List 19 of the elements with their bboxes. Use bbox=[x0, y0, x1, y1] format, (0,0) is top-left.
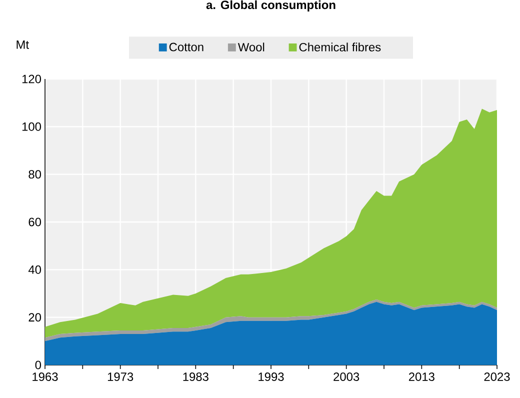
y-tick-label: 120 bbox=[22, 74, 42, 84]
y-axis-title: Mt bbox=[16, 40, 29, 49]
legend-label: Chemical fibres bbox=[299, 42, 381, 52]
y-tick-label: 80 bbox=[28, 170, 42, 179]
y-tick-label: 40 bbox=[28, 265, 42, 274]
x-tick-label: 1973 bbox=[108, 372, 134, 381]
y-tick-label: 20 bbox=[28, 313, 42, 322]
x-tick-label: 1963 bbox=[32, 372, 58, 381]
x-tick-label: 2003 bbox=[334, 372, 360, 381]
legend-label: Wool bbox=[238, 42, 264, 52]
y-tick-label: 0 bbox=[35, 360, 42, 370]
chart-title: a. Global consumption bbox=[206, 0, 336, 12]
x-tick-label: 2013 bbox=[408, 372, 434, 381]
x-tick-label: 1983 bbox=[183, 372, 208, 381]
x-tick-label: 2023 bbox=[484, 372, 510, 381]
x-tick-label: 1993 bbox=[258, 372, 284, 381]
y-tick-label: 100 bbox=[22, 122, 42, 131]
y-tick-label: 60 bbox=[28, 218, 42, 226]
legend-label: Cotton bbox=[169, 42, 204, 52]
